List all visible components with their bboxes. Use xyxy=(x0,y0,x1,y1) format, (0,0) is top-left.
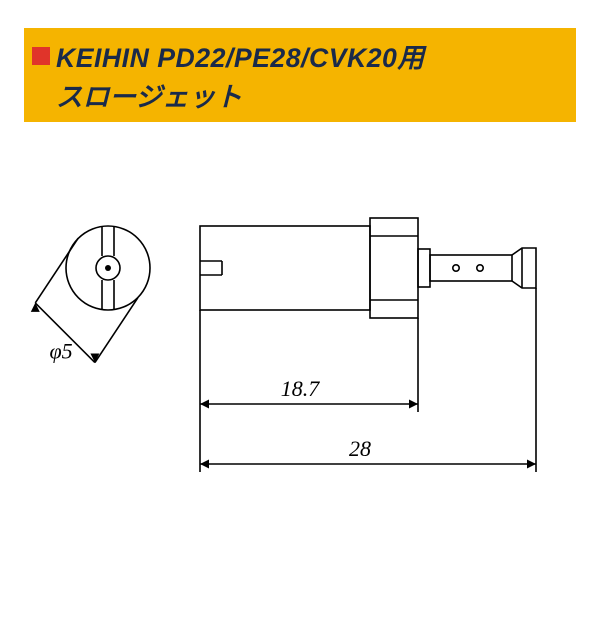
technical-drawing: φ5 18.7 28 xyxy=(0,168,600,588)
title-line-2: スロージェット xyxy=(56,75,564,114)
svg-text:φ5: φ5 xyxy=(50,339,73,364)
bullet-square-icon xyxy=(32,47,50,65)
title-banner: KEIHIN PD22/PE28/CVK20用 スロージェット xyxy=(24,28,576,122)
svg-text:18.7: 18.7 xyxy=(281,376,321,401)
title-line-1: KEIHIN PD22/PE28/CVK20用 xyxy=(56,36,425,75)
svg-text:28: 28 xyxy=(349,436,371,461)
